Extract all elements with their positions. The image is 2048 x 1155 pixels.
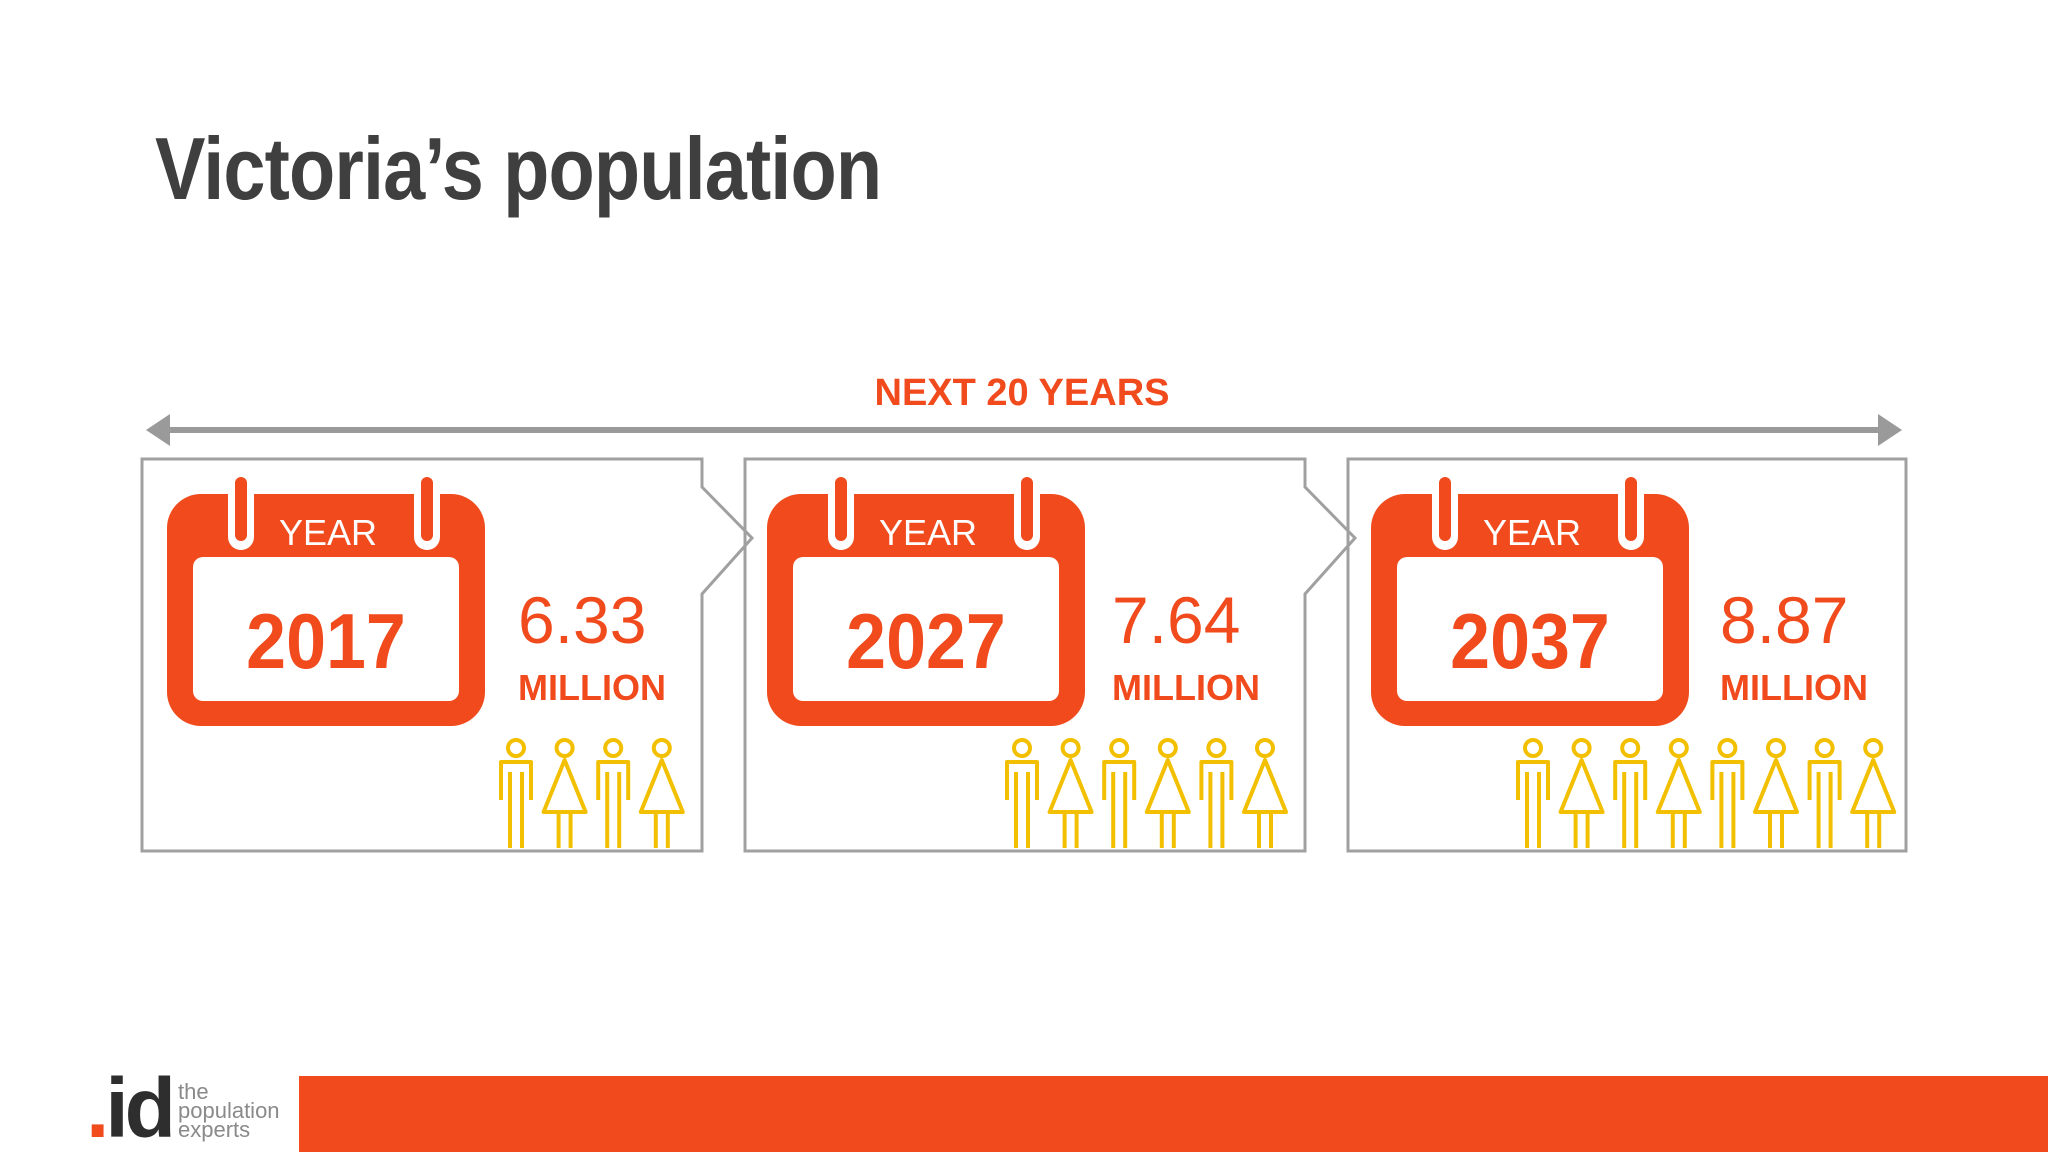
calendar-header: YEAR (1483, 512, 1581, 553)
population-value: 8.87 (1720, 583, 1848, 657)
calendar-header: YEAR (879, 512, 977, 553)
calendar-year: 2027 (846, 597, 1006, 684)
person-male-icon (1102, 738, 1137, 848)
logo-tagline-line: experts (178, 1117, 251, 1142)
timeline-label: NEXT 20 YEARS (875, 372, 1170, 414)
person-female-icon (1655, 738, 1702, 848)
calendar-icon: YEAR 2037 (1371, 472, 1689, 726)
logo-tagline-line: population (178, 1098, 280, 1123)
population-value: 6.33 (518, 583, 646, 657)
slide-title: Victoria’s population (155, 119, 882, 218)
population-unit: MILLION (1720, 667, 1868, 708)
person-female-icon (1558, 738, 1605, 848)
double-arrow-icon (146, 414, 1902, 446)
logo-mark: .id (86, 1061, 176, 1155)
population-value: 7.64 (1112, 583, 1240, 657)
person-female-icon (1047, 738, 1094, 848)
person-female-icon (1850, 738, 1897, 848)
panel-2037: YEAR 2037 8.87 MILLION (1371, 472, 1897, 848)
calendar-header: YEAR (279, 512, 377, 553)
footer-bar (299, 1076, 2048, 1152)
person-female-icon (1753, 738, 1799, 848)
calendar-year: 2037 (1450, 597, 1610, 684)
calendar-year: 2017 (246, 597, 406, 684)
person-female-icon (1144, 738, 1191, 848)
person-female-icon (638, 738, 685, 848)
calendar-icon: YEAR 2017 (167, 472, 485, 726)
logo-tagline-line: the (178, 1079, 209, 1104)
population-unit: MILLION (1112, 667, 1260, 708)
person-male-icon (1005, 738, 1039, 848)
person-male-icon (1613, 738, 1648, 848)
person-male-icon (1199, 738, 1234, 848)
person-male-icon (596, 738, 631, 848)
logo-tagline: the population experts (178, 1079, 398, 1142)
person-male-icon (499, 738, 533, 848)
person-male-icon (1516, 738, 1550, 848)
panel-frames (140, 457, 1908, 853)
person-male-icon (1710, 738, 1745, 848)
person-male-icon (1807, 738, 1842, 848)
population-unit: MILLION (518, 667, 666, 708)
panel-2017: YEAR 2017 6.33 MILLION (167, 472, 685, 848)
panel-2027: YEAR 2027 7.64 MILLION (767, 472, 1288, 848)
person-female-icon (541, 738, 588, 848)
person-female-icon (1242, 738, 1288, 848)
calendar-icon: YEAR 2027 (767, 472, 1085, 726)
